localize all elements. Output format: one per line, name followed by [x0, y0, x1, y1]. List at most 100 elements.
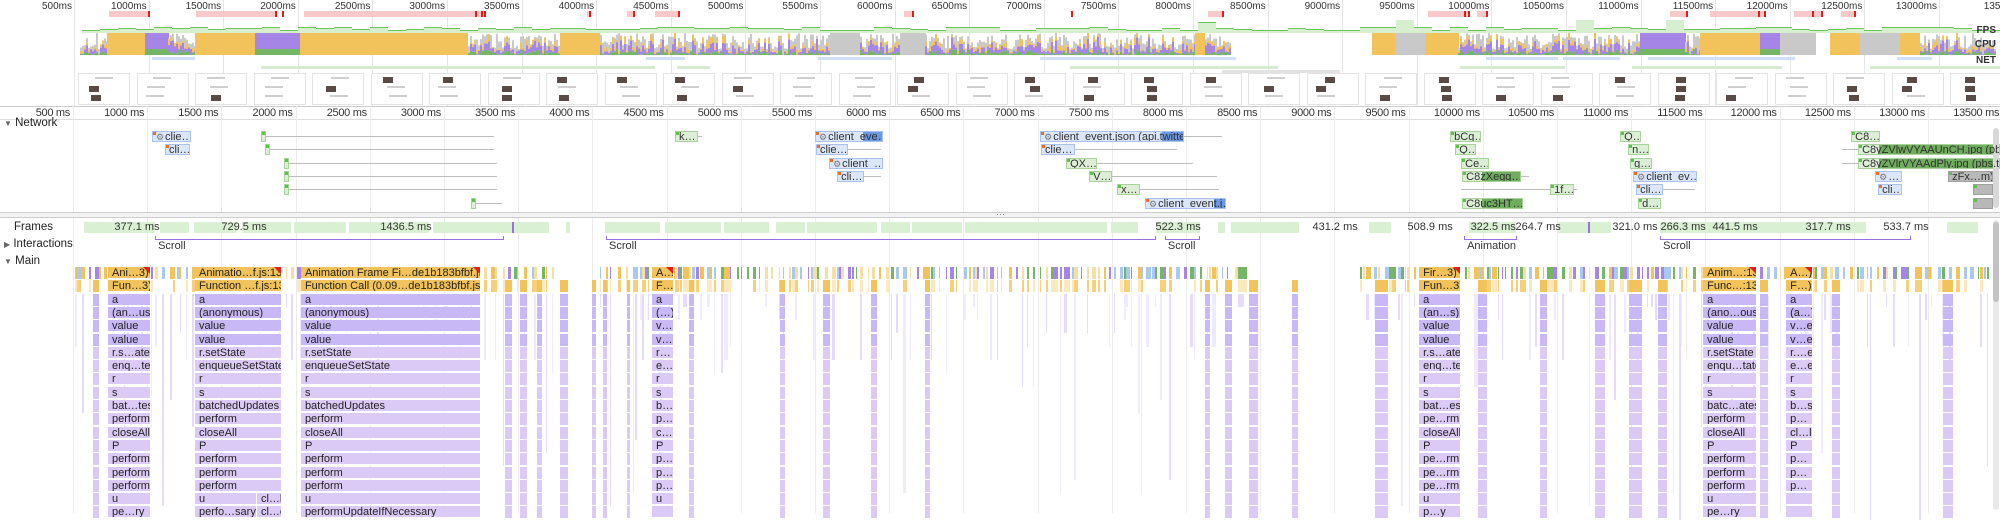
- call-frame[interactable]: s: [1703, 387, 1757, 399]
- call-frame[interactable]: u: [108, 493, 151, 505]
- call-frame[interactable]: closeAll: [195, 427, 282, 439]
- call-frame[interactable]: cl…l: [256, 493, 282, 505]
- call-frame[interactable]: perform: [195, 453, 282, 465]
- network-request[interactable]: x…: [1117, 184, 1140, 195]
- call-frame[interactable]: u: [1703, 493, 1757, 505]
- screenshot-thumbnail[interactable]: [1833, 73, 1885, 105]
- animation-frame-fired-event[interactable]: Animatio…f.js:13): [195, 267, 282, 279]
- call-frame[interactable]: P: [195, 440, 282, 452]
- call-frame[interactable]: pe…rm: [1419, 453, 1461, 465]
- call-frame[interactable]: r: [108, 373, 151, 385]
- call-frame[interactable]: performUpdateIfNecessary: [301, 506, 481, 518]
- network-request[interactable]: 1f…: [1550, 184, 1574, 195]
- screenshot-thumbnail[interactable]: [605, 73, 657, 105]
- screenshot-thumbnail[interactable]: [839, 73, 891, 105]
- network-request[interactable]: [1973, 184, 1993, 195]
- call-frame[interactable]: P: [652, 440, 674, 452]
- call-frame[interactable]: perform: [195, 413, 282, 425]
- call-frame[interactable]: p…: [652, 467, 674, 479]
- network-request[interactable]: clie…: [816, 144, 848, 155]
- screenshot-thumbnail[interactable]: [429, 73, 481, 105]
- call-frame[interactable]: s: [652, 387, 674, 399]
- screenshot-thumbnail[interactable]: [78, 73, 130, 105]
- network-request[interactable]: cli…: [837, 171, 864, 182]
- call-frame[interactable]: value: [301, 334, 481, 346]
- network-request[interactable]: ⚙client_…: [829, 158, 883, 169]
- screenshot-thumbnail[interactable]: [1190, 73, 1242, 105]
- function-call-event[interactable]: F…): [1786, 280, 1813, 292]
- animation-frame-fired-event[interactable]: Animation Frame Fi…de1b183bfbf.js:13): [301, 267, 481, 279]
- animation-frame-fired-event[interactable]: Ani…3): [108, 267, 151, 279]
- network-request[interactable]: cli…: [165, 144, 190, 155]
- screenshot-thumbnail[interactable]: [488, 73, 540, 105]
- network-request[interactable]: n…: [1628, 144, 1649, 155]
- call-frame[interactable]: closeAll: [1703, 427, 1757, 439]
- call-frame[interactable]: p…: [652, 453, 674, 465]
- screenshot-thumbnail[interactable]: [956, 73, 1008, 105]
- call-frame[interactable]: [1786, 506, 1813, 518]
- call-frame[interactable]: a: [195, 294, 282, 306]
- call-frame[interactable]: enq…te: [108, 360, 151, 372]
- call-frame[interactable]: perform: [301, 453, 481, 465]
- main-scrollbar-thumb[interactable]: [1993, 222, 1999, 302]
- call-frame[interactable]: b…: [652, 400, 674, 412]
- call-frame[interactable]: s: [1419, 387, 1461, 399]
- call-frame[interactable]: value: [1419, 320, 1461, 332]
- call-frame[interactable]: cl…ll: [1786, 427, 1813, 439]
- network-request[interactable]: [261, 131, 266, 142]
- call-frame[interactable]: value: [195, 334, 282, 346]
- call-frame[interactable]: enqu…tate: [1703, 360, 1757, 372]
- call-frame[interactable]: perform: [301, 413, 481, 425]
- main-track-header[interactable]: ▼ Main: [4, 255, 40, 267]
- call-frame[interactable]: perform: [1703, 453, 1757, 465]
- screenshot-thumbnail[interactable]: [1892, 73, 1944, 105]
- call-frame[interactable]: pe…ry: [108, 506, 151, 518]
- call-frame[interactable]: u: [301, 493, 481, 505]
- animation-frame-fired-event[interactable]: Fir…3): [1419, 267, 1461, 279]
- screenshot-thumbnail[interactable]: [254, 73, 306, 105]
- call-frame[interactable]: a: [108, 294, 151, 306]
- call-frame[interactable]: (anonymous): [195, 307, 282, 319]
- screenshot-thumbnail[interactable]: [195, 73, 247, 105]
- call-frame[interactable]: a: [1703, 294, 1757, 306]
- call-frame[interactable]: a: [1419, 294, 1461, 306]
- network-request[interactable]: ⚙client_eve…: [815, 131, 883, 142]
- call-frame[interactable]: v…e: [1786, 334, 1813, 346]
- call-frame[interactable]: s: [1786, 387, 1813, 399]
- call-frame[interactable]: P: [1786, 440, 1813, 452]
- call-frame[interactable]: bat…tes: [108, 400, 151, 412]
- call-frame[interactable]: closeAll: [1419, 427, 1461, 439]
- call-frame[interactable]: value: [1419, 334, 1461, 346]
- network-request[interactable]: d…: [1638, 198, 1661, 209]
- call-frame[interactable]: P: [1703, 440, 1757, 452]
- call-frame[interactable]: a: [1786, 294, 1813, 306]
- call-frame[interactable]: r: [1419, 373, 1461, 385]
- screenshot-thumbnail[interactable]: [312, 73, 364, 105]
- network-request[interactable]: [284, 171, 289, 182]
- call-frame[interactable]: value: [195, 320, 282, 332]
- call-frame[interactable]: perform: [108, 413, 151, 425]
- call-frame[interactable]: value: [108, 320, 151, 332]
- network-request[interactable]: ⚙…: [1875, 171, 1902, 182]
- screenshot-thumbnail[interactable]: [1307, 73, 1359, 105]
- screenshot-thumbnail[interactable]: [1950, 73, 2000, 105]
- call-frame[interactable]: pe…rm: [1419, 480, 1461, 492]
- call-frame[interactable]: u: [652, 493, 674, 505]
- interaction-bracket[interactable]: [606, 236, 1156, 240]
- call-frame[interactable]: [652, 506, 674, 518]
- call-frame[interactable]: (ano…ous): [1703, 307, 1757, 319]
- screenshot-thumbnail[interactable]: [663, 73, 715, 105]
- call-frame[interactable]: value: [108, 334, 151, 346]
- call-frame[interactable]: P: [108, 440, 151, 452]
- call-frame[interactable]: batchedUpdates: [195, 400, 282, 412]
- network-request[interactable]: V…: [1089, 171, 1112, 182]
- call-frame[interactable]: perform: [108, 453, 151, 465]
- interactions-track-header[interactable]: ▶ Interactions: [4, 238, 73, 250]
- screenshot-thumbnail[interactable]: [1658, 73, 1710, 105]
- call-frame[interactable]: p…: [1786, 453, 1813, 465]
- call-frame[interactable]: value: [301, 320, 481, 332]
- call-frame[interactable]: cl…e: [256, 506, 282, 518]
- call-frame[interactable]: value: [1703, 320, 1757, 332]
- call-frame[interactable]: r.setState: [195, 347, 282, 359]
